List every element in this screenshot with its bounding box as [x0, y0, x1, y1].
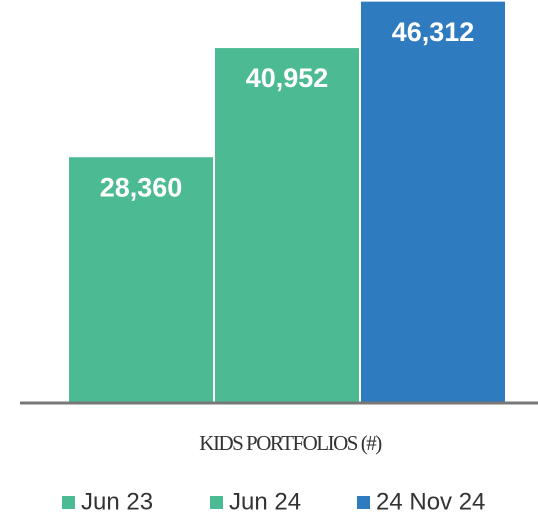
data-label: 40,952: [246, 63, 329, 93]
legend-swatch: [62, 496, 75, 509]
legend-label: Jun 23: [81, 488, 153, 515]
data-label: 28,360: [100, 172, 183, 202]
legend-label: Jun 24: [229, 488, 301, 515]
data-label: 46,312: [392, 17, 475, 47]
legend-swatch: [210, 496, 223, 509]
legend-swatch: [357, 496, 370, 509]
bar: [215, 48, 359, 403]
bar: [361, 1, 505, 403]
bar: [69, 157, 213, 403]
x-axis-label: KIDS PORTFOLIOS (#): [199, 431, 382, 455]
legend-label: 24 Nov 24: [376, 488, 485, 515]
